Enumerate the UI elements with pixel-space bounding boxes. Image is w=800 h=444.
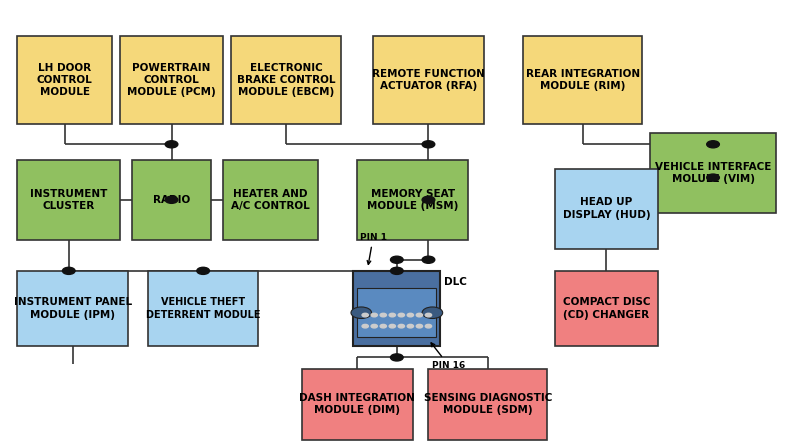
Text: COMPACT DISC
(CD) CHANGER: COMPACT DISC (CD) CHANGER [562, 297, 650, 320]
Circle shape [380, 325, 386, 328]
Circle shape [416, 325, 422, 328]
Circle shape [197, 267, 210, 274]
Text: VEHICLE INTERFACE
MOLULE (VIM): VEHICLE INTERFACE MOLULE (VIM) [655, 162, 771, 184]
FancyBboxPatch shape [358, 288, 436, 337]
FancyBboxPatch shape [223, 160, 318, 240]
Circle shape [389, 325, 395, 328]
Circle shape [407, 313, 414, 317]
Circle shape [422, 141, 434, 148]
Circle shape [390, 267, 403, 274]
Circle shape [706, 141, 719, 148]
FancyBboxPatch shape [18, 36, 112, 124]
Circle shape [422, 307, 442, 318]
Text: VEHICLE THEFT
DETERRENT MODULE: VEHICLE THEFT DETERRENT MODULE [146, 297, 260, 320]
Circle shape [380, 313, 386, 317]
Text: RADIO: RADIO [153, 195, 190, 205]
FancyBboxPatch shape [132, 160, 211, 240]
Text: LH DOOR
CONTROL
MODULE: LH DOOR CONTROL MODULE [37, 63, 93, 97]
Circle shape [362, 313, 368, 317]
Text: DLC: DLC [444, 277, 467, 287]
FancyBboxPatch shape [148, 271, 258, 346]
Text: SENSING DIAGNOSTIC
MODULE (SDM): SENSING DIAGNOSTIC MODULE (SDM) [423, 393, 552, 415]
FancyBboxPatch shape [354, 271, 440, 346]
Circle shape [62, 267, 75, 274]
FancyBboxPatch shape [523, 36, 642, 124]
Circle shape [422, 256, 434, 263]
FancyBboxPatch shape [231, 36, 342, 124]
Circle shape [706, 174, 719, 181]
Circle shape [351, 307, 371, 318]
Circle shape [398, 313, 405, 317]
Text: PIN 16: PIN 16 [431, 343, 466, 370]
Text: INSTRUMENT PANEL
MODULE (IPM): INSTRUMENT PANEL MODULE (IPM) [14, 297, 132, 320]
Circle shape [389, 313, 395, 317]
Text: PIN 1: PIN 1 [360, 233, 386, 264]
Text: REAR INTEGRATION
MODULE (RIM): REAR INTEGRATION MODULE (RIM) [526, 69, 640, 91]
FancyBboxPatch shape [18, 271, 128, 346]
Circle shape [422, 196, 434, 203]
FancyBboxPatch shape [555, 169, 658, 249]
Text: HEAD UP
DISPLAY (HUD): HEAD UP DISPLAY (HUD) [562, 198, 650, 220]
FancyBboxPatch shape [120, 36, 223, 124]
Circle shape [426, 325, 432, 328]
Text: REMOTE FUNCTION
ACTUATOR (RFA): REMOTE FUNCTION ACTUATOR (RFA) [372, 69, 485, 91]
Circle shape [390, 256, 403, 263]
Text: MEMORY SEAT
MODULE (MSM): MEMORY SEAT MODULE (MSM) [367, 189, 458, 211]
FancyBboxPatch shape [429, 369, 547, 440]
Text: POWERTRAIN
CONTROL
MODULE (PCM): POWERTRAIN CONTROL MODULE (PCM) [127, 63, 216, 97]
Circle shape [390, 354, 403, 361]
Circle shape [371, 325, 378, 328]
Circle shape [398, 325, 405, 328]
FancyBboxPatch shape [555, 271, 658, 346]
Circle shape [362, 325, 368, 328]
FancyBboxPatch shape [650, 133, 776, 213]
Circle shape [165, 141, 178, 148]
Text: INSTRUMENT
CLUSTER: INSTRUMENT CLUSTER [30, 189, 107, 211]
Circle shape [165, 196, 178, 203]
FancyBboxPatch shape [18, 160, 120, 240]
Circle shape [407, 325, 414, 328]
FancyBboxPatch shape [358, 160, 468, 240]
Text: DASH INTEGRATION
MODULE (DIM): DASH INTEGRATION MODULE (DIM) [299, 393, 415, 415]
Circle shape [371, 313, 378, 317]
Text: ELECTRONIC
BRAKE CONTROL
MODULE (EBCM): ELECTRONIC BRAKE CONTROL MODULE (EBCM) [237, 63, 335, 97]
FancyBboxPatch shape [302, 369, 413, 440]
Circle shape [416, 313, 422, 317]
Circle shape [426, 313, 432, 317]
Text: HEATER AND
A/C CONTROL: HEATER AND A/C CONTROL [231, 189, 310, 211]
FancyBboxPatch shape [373, 36, 484, 124]
